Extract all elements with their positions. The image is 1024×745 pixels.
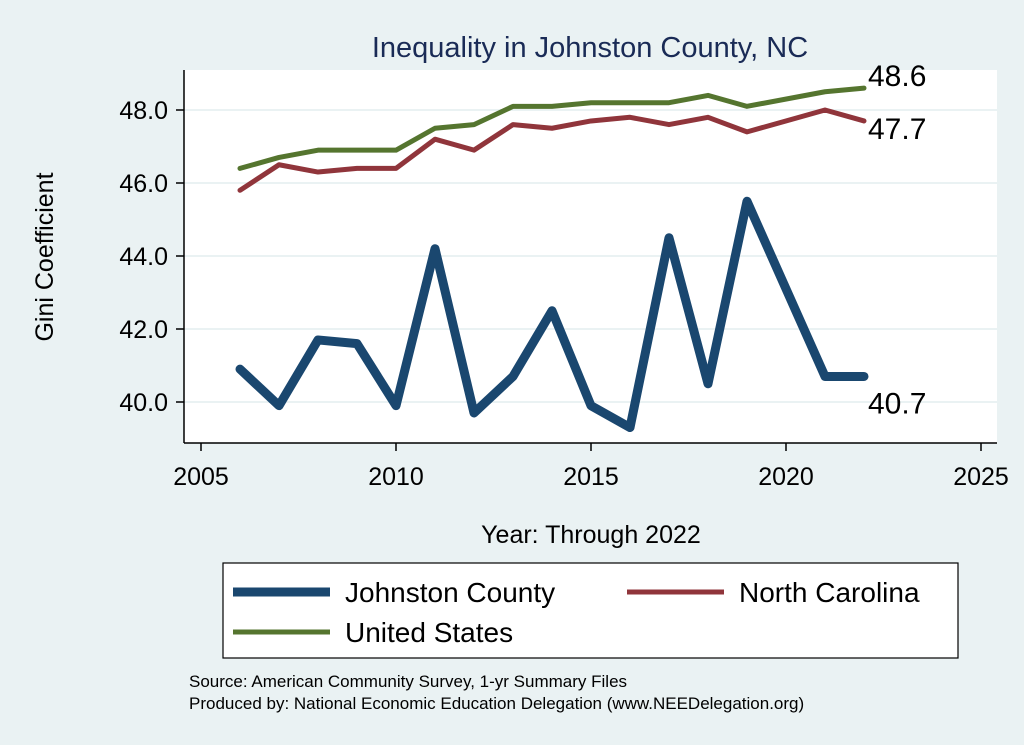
x-tick-label: 2015 bbox=[563, 463, 619, 491]
end-labels: 40.7 47.7 48.6 bbox=[868, 60, 926, 420]
x-tick-label: 2025 bbox=[953, 463, 1009, 491]
series-lines bbox=[235, 85, 869, 433]
chart-title: Inequality in Johnston County, NC bbox=[372, 32, 808, 64]
x-tick-label: 2010 bbox=[368, 463, 424, 491]
series-line-united-states bbox=[237, 85, 867, 171]
y-tick-label: 48.0 bbox=[119, 97, 168, 125]
produced-by-note: Produced by: National Economic Education… bbox=[189, 694, 804, 713]
y-tick-label: 46.0 bbox=[119, 170, 168, 198]
legend-label-johnston-county: Johnston County bbox=[345, 577, 555, 608]
series-line-north-carolina bbox=[237, 107, 867, 193]
legend-label-north-carolina: North Carolina bbox=[739, 577, 920, 608]
series-line-johnston-county bbox=[235, 196, 869, 433]
y-tick-label: 44.0 bbox=[119, 243, 168, 271]
x-tick-label: 2005 bbox=[173, 463, 229, 491]
y-axis-title: Gini Coefficient bbox=[31, 172, 59, 341]
y-tick-label: 42.0 bbox=[119, 316, 168, 344]
y-tick-label: 40.0 bbox=[119, 389, 168, 417]
end-label-north-carolina: 47.7 bbox=[868, 113, 926, 146]
source-note: Source: American Community Survey, 1-yr … bbox=[189, 672, 627, 691]
axes: 40.0 42.0 44.0 46.0 48.0 2005 2010 2015 2020 2025 bbox=[119, 70, 1009, 491]
end-label-johnston-county: 40.7 bbox=[868, 387, 926, 420]
legend: Johnston County North Carolina United Stat… bbox=[222, 562, 959, 659]
gridlines bbox=[184, 109, 997, 403]
legend-box bbox=[222, 562, 959, 659]
x-tick-label: 2020 bbox=[758, 463, 814, 491]
end-label-united-states: 48.6 bbox=[868, 60, 926, 93]
legend-label-united-states: United States bbox=[345, 617, 513, 648]
x-axis-title: Year: Through 2022 bbox=[481, 521, 701, 549]
